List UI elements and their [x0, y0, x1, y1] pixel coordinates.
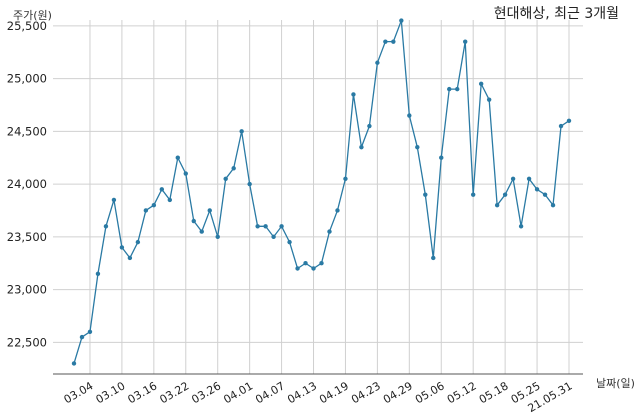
data-point — [271, 234, 276, 240]
data-point — [359, 144, 364, 150]
data-point — [566, 118, 572, 123]
data-point — [207, 208, 212, 213]
price-line — [73, 20, 570, 364]
y-tick-label: 22,500 — [7, 335, 47, 349]
data-point — [391, 39, 396, 44]
data-point — [542, 192, 548, 197]
data-point — [455, 86, 460, 92]
data-point — [191, 218, 196, 224]
x-axis-label: 날짜(일) — [596, 376, 635, 390]
data-point — [71, 361, 77, 366]
y-tick-label: 23,000 — [7, 283, 47, 297]
data-point — [79, 334, 85, 340]
x-tick-label: 04.01 — [221, 379, 255, 406]
data-point — [135, 239, 141, 245]
data-point — [159, 187, 165, 192]
data-point — [151, 202, 157, 208]
x-tick-label: 04.23 — [349, 379, 383, 406]
y-tick-label: 25,500 — [7, 19, 47, 33]
data-point — [231, 166, 236, 171]
data-point — [383, 39, 388, 44]
data-point — [223, 176, 228, 182]
data-point — [295, 266, 300, 271]
data-point — [87, 329, 93, 334]
data-point — [183, 171, 188, 176]
data-point — [502, 192, 508, 197]
data-point — [319, 261, 324, 266]
data-point — [343, 176, 348, 182]
y-tick-label: 23,500 — [7, 230, 47, 244]
x-tick-labels: 03.0403.1003.1603.2203.2604.0104.0704.13… — [62, 379, 575, 415]
data-point — [287, 239, 292, 245]
data-point — [247, 181, 252, 187]
data-point — [407, 113, 412, 118]
x-tick-label: 03.16 — [126, 379, 160, 406]
chart-title: 현대해상, 최근 3개월 — [494, 6, 619, 22]
x-tick-label: 04.13 — [285, 379, 319, 406]
data-point — [486, 97, 492, 102]
data-point — [526, 176, 532, 182]
data-point — [367, 123, 372, 129]
data-point — [239, 129, 244, 134]
data-point — [103, 224, 109, 229]
data-point — [303, 261, 308, 266]
data-point — [415, 144, 420, 150]
x-tick-label: 04.19 — [317, 379, 351, 406]
x-tick-label: 03.26 — [189, 379, 223, 406]
data-point — [399, 18, 404, 23]
x-tick-label: 05.06 — [413, 379, 447, 406]
y-tick-label: 24,000 — [7, 177, 47, 191]
data-point — [263, 224, 268, 229]
x-tick-label: 03.10 — [94, 379, 128, 406]
data-point — [534, 187, 540, 192]
data-point — [518, 224, 524, 229]
y-tick-label: 25,000 — [7, 72, 47, 86]
data-point — [478, 81, 484, 87]
data-point — [351, 92, 356, 97]
data-point — [175, 155, 180, 160]
data-point — [215, 234, 220, 240]
data-point — [127, 255, 133, 261]
data-point — [111, 197, 117, 203]
x-tick-label: 03.04 — [62, 379, 96, 406]
data-point — [510, 176, 516, 182]
data-point — [279, 224, 284, 229]
data-point — [255, 224, 260, 229]
data-point — [439, 155, 444, 160]
data-point — [447, 86, 452, 92]
x-tick-label: 04.07 — [253, 379, 287, 406]
price-series — [73, 20, 570, 364]
data-point — [335, 208, 340, 213]
y-tick-labels: 22,500 23,000 23,500 24,000 24,500 25,000 25,5… — [7, 19, 47, 350]
data-point — [470, 192, 476, 197]
price-points — [71, 18, 572, 366]
grid — [53, 20, 583, 374]
data-point — [143, 208, 149, 213]
data-point — [311, 266, 316, 271]
y-tick-label: 24,500 — [7, 124, 47, 138]
data-point — [327, 229, 332, 234]
data-point — [558, 123, 564, 129]
data-point — [431, 255, 436, 261]
data-point — [167, 197, 173, 203]
data-point — [423, 192, 428, 197]
data-point — [550, 202, 556, 208]
x-tick-label: 05.12 — [445, 379, 479, 406]
x-tick-label: 04.29 — [381, 379, 415, 406]
x-tick-label: 05.18 — [477, 379, 511, 406]
data-point — [375, 60, 380, 65]
data-point — [95, 271, 101, 276]
x-tick-label: 03.22 — [157, 379, 191, 406]
data-point — [199, 229, 204, 234]
y-axis-label: 주가(원) — [13, 9, 52, 22]
data-point — [119, 245, 125, 250]
data-point — [494, 202, 500, 208]
data-point — [463, 39, 468, 44]
